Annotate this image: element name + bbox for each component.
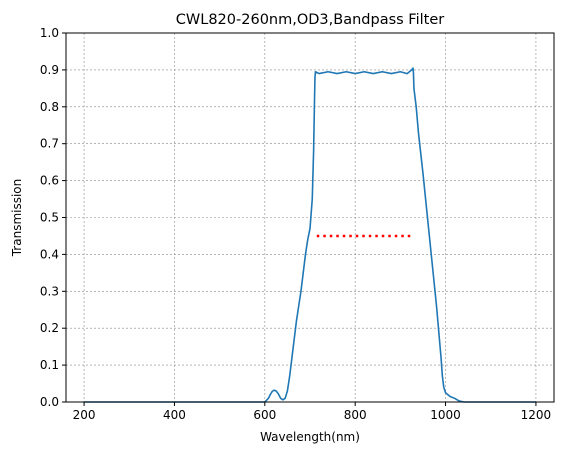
x-tick-label: 1200: [521, 408, 552, 422]
y-tick-label: 0.5: [40, 211, 59, 225]
ticks-group: 200 400 600 800 1000 1200 0.0 0.1 0.2 0.3 0.4 0.5 0.…: [40, 26, 551, 422]
y-tick-label: 0.3: [40, 284, 59, 298]
x-tick-label: 800: [344, 408, 367, 422]
series-group: [84, 67, 536, 403]
y-tick-label: 0.8: [40, 100, 59, 114]
y-tick-label: 0.4: [40, 247, 59, 261]
y-tick-label: 0.9: [40, 63, 59, 77]
y-axis-title: Transmission: [10, 179, 24, 258]
y-tick-label: 0.2: [40, 321, 59, 335]
x-tick-label: 400: [163, 408, 186, 422]
y-tick-label: 0.6: [40, 174, 59, 188]
y-tick-label: 0.7: [40, 137, 59, 151]
chart-title: CWL820-260nm,OD3,Bandpass Filter: [176, 12, 444, 28]
x-tick-label: 600: [253, 408, 276, 422]
series-line-transmission: [84, 67, 536, 403]
y-tick-label: 1.0: [40, 26, 59, 40]
x-tick-label: 1000: [430, 408, 461, 422]
x-tick-label: 200: [73, 408, 96, 422]
x-axis-title: Wavelength(nm): [260, 430, 360, 444]
grid: [66, 32, 554, 403]
y-tick-label: 0.1: [40, 358, 59, 372]
y-tick-label: 0.0: [40, 395, 59, 409]
